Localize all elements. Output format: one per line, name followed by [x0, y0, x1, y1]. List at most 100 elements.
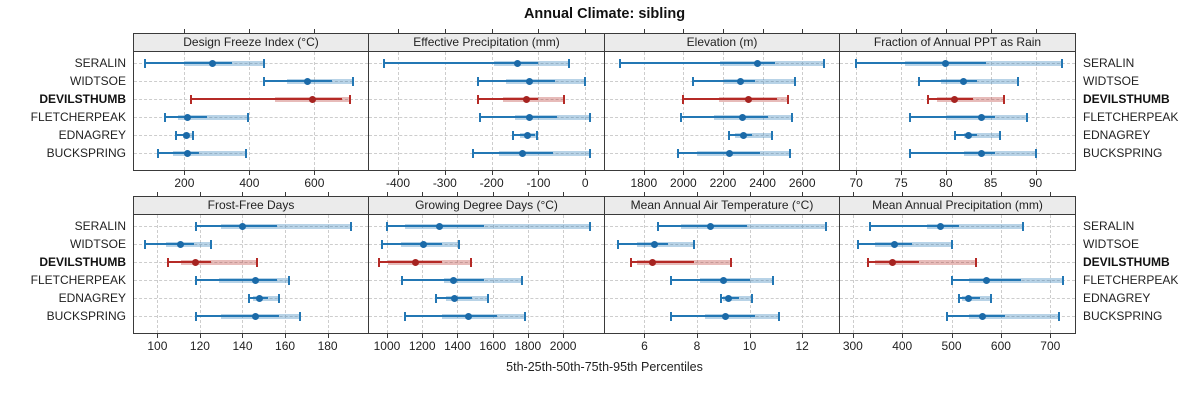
x-tick-label: 120	[189, 339, 210, 353]
gridline-vertical	[643, 52, 645, 170]
whisker-cap-5th	[619, 58, 622, 68]
x-tick-label: 1000	[373, 339, 401, 353]
x-axis-tick	[199, 334, 201, 338]
whisker-cap-95th	[263, 58, 265, 68]
x-axis-tick-top	[902, 192, 904, 196]
whisker-cap-95th	[1061, 58, 1064, 68]
percentile-line-5-75	[379, 261, 443, 263]
x-tick-label: 700	[1040, 339, 1061, 353]
panel-header: Effective Precipitation (mm)	[369, 34, 604, 52]
whisker-cap-5th	[869, 221, 872, 231]
whisker-cap-95th	[950, 239, 953, 249]
x-axis-tick-top	[951, 192, 953, 196]
percentile-band-25-95	[963, 132, 1000, 138]
percentile-line-5-75	[479, 116, 558, 118]
whisker-cap-5th	[669, 311, 672, 321]
row-guideline	[134, 63, 368, 64]
panel-effective-precipitation-mm: Effective Precipitation (mm)	[368, 33, 605, 171]
median-dot	[251, 276, 259, 284]
x-axis-tick-top	[199, 192, 201, 196]
whisker-cap-5th	[682, 94, 685, 104]
x-axis-tick	[444, 171, 446, 175]
percentile-band-25-95	[180, 259, 258, 265]
x-axis-tick	[852, 334, 854, 338]
x-tick-label: 80	[939, 176, 953, 190]
median-dot	[251, 312, 259, 320]
median-dot	[960, 77, 968, 85]
median-dot	[524, 131, 532, 139]
x-axis-tick-top	[491, 29, 493, 33]
x-axis-tick	[314, 171, 316, 175]
percentile-band-25-95	[968, 313, 1060, 319]
x-axis-tick-top	[585, 29, 587, 33]
whisker-cap-95th	[771, 130, 774, 140]
x-tick-label: 75	[894, 176, 908, 190]
gridline-vertical	[538, 52, 540, 170]
gridline-vertical	[327, 215, 329, 333]
median-dot	[719, 276, 727, 284]
station-label-left-devilsthumb: DEVILSTHUMB	[39, 92, 126, 106]
x-axis-tick	[285, 334, 287, 338]
x-tick-label: -400	[386, 176, 411, 190]
x-axis-tick-top	[683, 29, 685, 33]
whisker-cap-95th	[588, 221, 591, 231]
x-tick-label: 400	[892, 339, 913, 353]
gridline-vertical	[314, 52, 316, 170]
station-label-right-widtsoe: WIDTSOE	[1083, 237, 1139, 251]
x-axis-tick	[1035, 171, 1037, 175]
row-guideline	[840, 298, 1075, 299]
x-axis-tick	[157, 334, 159, 338]
x-axis-tick	[563, 334, 565, 338]
row-guideline	[605, 262, 839, 263]
x-axis-tick-top	[802, 29, 804, 33]
x-axis-tick	[1050, 334, 1052, 338]
gridline-vertical	[990, 52, 992, 170]
gridline-vertical	[285, 215, 287, 333]
median-dot	[978, 149, 986, 157]
station-label-right-widtsoe: WIDTSOE	[1083, 74, 1139, 88]
gridline-vertical	[492, 215, 494, 333]
median-dot	[184, 149, 192, 157]
gridline-vertical	[199, 215, 201, 333]
percentile-line-5-75	[472, 152, 553, 154]
x-tick-label: 85	[983, 176, 998, 190]
whisker-cap-95th	[349, 94, 352, 104]
whisker-cap-95th	[1058, 311, 1061, 321]
median-dot	[978, 312, 986, 320]
gridline-vertical	[697, 215, 699, 333]
whisker-cap-95th	[588, 148, 591, 158]
x-axis-tick-top	[1050, 192, 1052, 196]
percentile-band-25-95	[723, 78, 796, 84]
station-label-left-buckspring: BUCKSPRING	[46, 146, 126, 160]
row-guideline	[605, 244, 839, 245]
whisker-cap-5th	[856, 239, 859, 249]
x-axis-tick-top	[398, 29, 400, 33]
whisker-cap-5th	[511, 130, 514, 140]
row-guideline	[369, 298, 604, 299]
panel-header: Frost-Free Days	[134, 197, 368, 215]
whisker-cap-5th	[680, 112, 683, 122]
x-axis-tick-top	[386, 192, 388, 196]
station-label-right-seralin: SERALIN	[1083, 56, 1135, 70]
percentile-line-5-75	[381, 243, 443, 245]
median-dot	[722, 312, 730, 320]
whisker-cap-95th	[536, 130, 539, 140]
x-tick-label: 70	[849, 176, 863, 190]
median-dot	[420, 240, 428, 248]
x-tick-label: 400	[239, 176, 260, 190]
median-dot	[523, 95, 531, 103]
panel-frost-free-days: Frost-Free Days	[133, 196, 369, 334]
gridline-vertical	[762, 52, 764, 170]
x-tick-label: 90	[1028, 176, 1043, 190]
median-dot	[184, 113, 192, 121]
median-dot	[518, 149, 526, 157]
percentile-band-25-95	[173, 150, 247, 156]
whisker-cap-95th	[288, 275, 291, 285]
gridline-vertical	[902, 215, 904, 333]
gridline-vertical	[386, 215, 388, 333]
gridline-vertical	[683, 52, 685, 170]
whisker-cap-95th	[256, 257, 259, 267]
whisker-cap-5th	[476, 76, 479, 86]
whisker-cap-5th	[719, 293, 722, 303]
